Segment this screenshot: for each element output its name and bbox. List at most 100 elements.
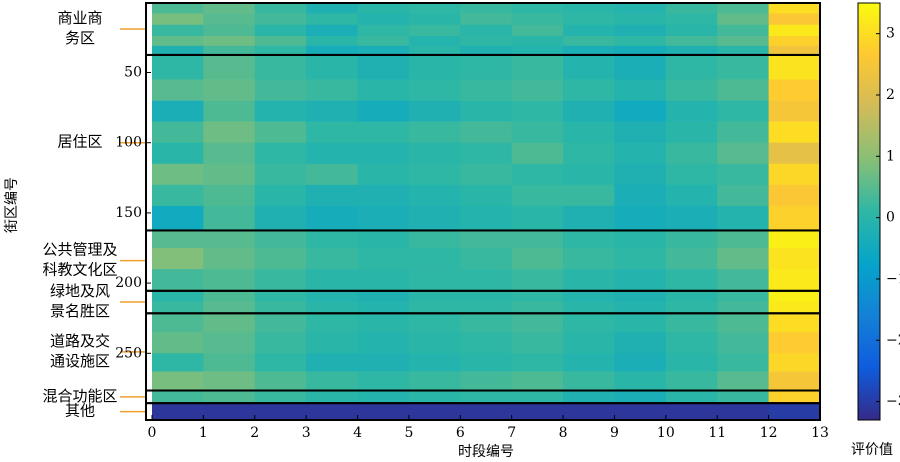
heat-cell	[614, 332, 667, 354]
heat-cell	[563, 163, 615, 186]
heat-cell	[408, 35, 461, 47]
heat-cell	[254, 35, 307, 47]
heat-cell	[306, 353, 359, 372]
heat-cell	[563, 3, 615, 14]
zone-label: 务区	[65, 29, 95, 47]
heat-cell	[511, 290, 564, 302]
heat-cell	[306, 100, 359, 122]
x-tick-label: 0	[148, 425, 157, 441]
heat-cell	[306, 313, 359, 333]
heat-cell	[152, 3, 204, 14]
heat-cell	[614, 390, 667, 404]
heat-cell	[614, 121, 667, 144]
heat-cell	[665, 230, 718, 249]
heat-cell	[717, 353, 770, 372]
heat-cell	[254, 142, 307, 165]
x-tick-label: 10	[657, 425, 675, 441]
heat-cell	[563, 248, 615, 270]
heat-cell	[614, 3, 667, 14]
heat-cell	[152, 184, 204, 207]
heat-cell	[665, 13, 718, 26]
heat-cell	[152, 205, 204, 231]
heat-cell	[614, 163, 667, 186]
heat-cell	[511, 163, 564, 186]
heat-cell	[408, 371, 461, 391]
heat-cell	[665, 163, 718, 186]
heat-cell	[408, 184, 461, 207]
heat-cell	[460, 163, 513, 186]
heat-cell	[563, 390, 615, 404]
heat-cell	[408, 121, 461, 144]
heat-cell	[665, 24, 718, 37]
heat-cell	[614, 35, 667, 47]
heat-cell	[254, 290, 307, 302]
heat-cell	[614, 100, 667, 122]
heat-cell	[717, 290, 770, 302]
colorbar-tick-label: −3	[886, 394, 900, 410]
heat-cell	[357, 35, 410, 47]
heat-cell	[306, 371, 359, 391]
heat-cell	[614, 230, 667, 249]
heat-cell	[408, 142, 461, 165]
heat-cell	[511, 3, 564, 14]
heat-cell	[152, 248, 204, 270]
heat-cell	[717, 54, 770, 80]
y-tick-label: 150	[115, 205, 142, 221]
heat-cell	[665, 290, 718, 302]
heat-cell	[717, 230, 770, 249]
heat-cell	[408, 3, 461, 14]
heat-cell	[717, 205, 770, 231]
heat-cell	[152, 142, 204, 165]
heat-cell	[460, 100, 513, 122]
heat-cell	[306, 269, 359, 292]
heat-cell	[665, 371, 718, 391]
heat-cell	[460, 230, 513, 249]
heat-cell	[563, 353, 615, 372]
heat-cell	[460, 24, 513, 37]
heat-cell	[357, 142, 410, 165]
heat-cell	[614, 184, 667, 207]
heat-cell	[460, 35, 513, 47]
heat-cell	[408, 100, 461, 122]
heat-cell	[665, 390, 718, 404]
zone-label: 居住区	[57, 133, 102, 151]
heat-cell	[768, 100, 821, 122]
heat-cell	[306, 45, 359, 56]
heat-cell	[511, 332, 564, 354]
heat-cell	[614, 45, 667, 56]
heat-cell	[203, 184, 256, 207]
heat-cell	[254, 403, 307, 421]
plot-frame	[145, 2, 821, 421]
heat-cell	[357, 163, 410, 186]
heat-cell	[511, 205, 564, 231]
heat-cell	[768, 13, 821, 26]
heat-cell	[408, 205, 461, 231]
colorbar-tick-label: −2	[886, 332, 900, 348]
heat-cell	[203, 45, 256, 56]
heat-cell	[357, 371, 410, 391]
heat-cell	[768, 142, 821, 165]
heat-cell	[665, 142, 718, 165]
x-tick-label: 7	[507, 425, 516, 441]
zone-label: 景名胜区	[50, 302, 110, 320]
heat-cell	[203, 248, 256, 270]
heat-cell	[152, 353, 204, 372]
heat-cell	[460, 390, 513, 404]
heat-cell	[717, 100, 770, 122]
heat-cell	[203, 313, 256, 333]
heat-cell	[460, 290, 513, 302]
heat-cell	[768, 121, 821, 144]
heat-cell	[563, 403, 615, 421]
heat-cell	[408, 301, 461, 314]
heat-cell	[665, 79, 718, 101]
colorbar-tick-label: 0	[886, 210, 895, 226]
x-tick-label: 3	[302, 425, 311, 441]
heat-cell	[408, 24, 461, 37]
heat-cell	[665, 3, 718, 14]
heat-cell	[768, 301, 821, 314]
heat-cell	[768, 390, 821, 404]
heat-cell	[665, 353, 718, 372]
colorbar-tick-label: 3	[886, 26, 895, 42]
x-tick-label: 4	[353, 425, 362, 441]
